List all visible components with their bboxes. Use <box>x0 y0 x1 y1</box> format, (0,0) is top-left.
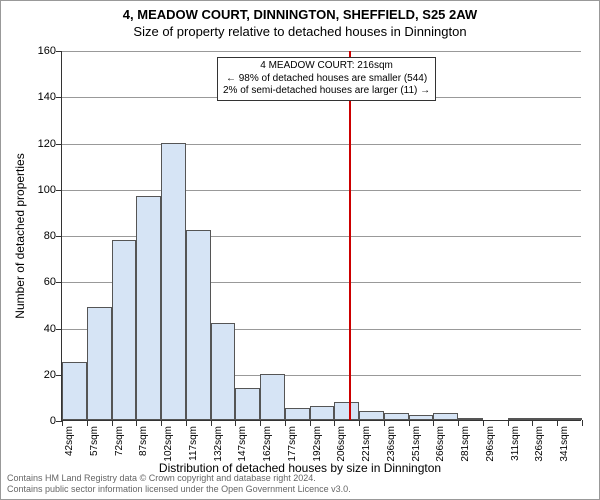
gridline <box>62 51 581 52</box>
x-tick <box>508 420 509 426</box>
histogram-bar <box>334 402 359 421</box>
x-tick <box>582 420 583 426</box>
y-tick <box>56 282 62 283</box>
chart-title-desc: Size of property relative to detached ho… <box>1 24 599 39</box>
gridline <box>62 144 581 145</box>
x-tick-label: 102sqm <box>163 426 174 462</box>
x-tick-label: 206sqm <box>336 426 347 462</box>
footer-line2: Contains public sector information licen… <box>7 484 351 495</box>
x-tick-label: 87sqm <box>138 426 149 456</box>
x-tick-label: 221sqm <box>361 426 372 462</box>
y-axis-title: Number of detached properties <box>13 153 27 318</box>
histogram-bar <box>458 418 483 420</box>
chart-title-address: 4, MEADOW COURT, DINNINGTON, SHEFFIELD, … <box>1 7 599 22</box>
annotation-line2: ← 98% of detached houses are smaller (54… <box>223 73 430 86</box>
histogram-bar <box>285 408 310 420</box>
y-tick <box>56 51 62 52</box>
y-tick-label: 40 <box>26 323 56 335</box>
histogram-bar <box>532 418 557 420</box>
x-tick <box>310 420 311 426</box>
y-tick <box>56 190 62 191</box>
histogram-bar <box>359 411 384 420</box>
annotation-line3: 2% of semi-detached houses are larger (1… <box>223 85 430 98</box>
histogram-bar <box>235 388 260 420</box>
histogram-bar <box>136 196 161 420</box>
y-tick <box>56 97 62 98</box>
x-tick <box>458 420 459 426</box>
reference-line <box>349 51 351 420</box>
histogram-bar <box>310 406 335 420</box>
x-tick-label: 266sqm <box>435 426 446 462</box>
x-tick <box>211 420 212 426</box>
x-tick-label: 42sqm <box>64 426 75 456</box>
histogram-bar <box>62 362 87 420</box>
x-tick <box>409 420 410 426</box>
histogram-bar <box>433 413 458 420</box>
x-tick <box>260 420 261 426</box>
y-tick-label: 100 <box>26 184 56 196</box>
x-tick-label: 117sqm <box>188 426 199 461</box>
x-tick <box>186 420 187 426</box>
footer-line1: Contains HM Land Registry data © Crown c… <box>7 473 351 484</box>
y-tick-label: 120 <box>26 138 56 150</box>
x-tick <box>161 420 162 426</box>
chart-area: 4 MEADOW COURT: 216sqm ← 98% of detached… <box>61 51 581 421</box>
x-tick-label: 251sqm <box>411 426 422 462</box>
y-tick-label: 60 <box>26 276 56 288</box>
y-tick-label: 20 <box>26 369 56 381</box>
y-tick <box>56 144 62 145</box>
x-tick-label: 162sqm <box>262 426 273 462</box>
plot-region: 4 MEADOW COURT: 216sqm ← 98% of detached… <box>61 51 581 421</box>
x-tick <box>87 420 88 426</box>
x-tick-label: 132sqm <box>213 426 224 462</box>
x-tick <box>62 420 63 426</box>
x-tick-label: 177sqm <box>287 426 298 462</box>
x-tick-label: 147sqm <box>237 426 248 462</box>
x-tick-label: 296sqm <box>485 426 496 462</box>
chart-container: 4, MEADOW COURT, DINNINGTON, SHEFFIELD, … <box>0 0 600 500</box>
y-tick-label: 160 <box>26 45 56 57</box>
histogram-bar <box>112 240 137 420</box>
y-tick-label: 80 <box>26 230 56 242</box>
x-tick <box>112 420 113 426</box>
y-tick <box>56 375 62 376</box>
x-tick-label: 72sqm <box>114 426 125 456</box>
histogram-bar <box>409 415 434 420</box>
x-tick <box>285 420 286 426</box>
gridline <box>62 190 581 191</box>
histogram-bar <box>87 307 112 420</box>
x-tick-label: 281sqm <box>460 426 471 462</box>
y-tick-label: 140 <box>26 91 56 103</box>
histogram-bar <box>211 323 236 420</box>
histogram-bar <box>384 413 409 420</box>
y-tick-label: 0 <box>26 415 56 427</box>
x-tick-label: 326sqm <box>534 426 545 462</box>
histogram-bar <box>508 418 533 420</box>
histogram-bar <box>161 143 186 421</box>
x-tick-label: 341sqm <box>559 426 570 462</box>
annotation-box: 4 MEADOW COURT: 216sqm ← 98% of detached… <box>217 57 436 101</box>
x-tick <box>483 420 484 426</box>
x-tick-label: 311sqm <box>510 426 521 461</box>
x-tick-label: 236sqm <box>386 426 397 462</box>
x-tick-label: 192sqm <box>312 426 323 462</box>
footer-attribution: Contains HM Land Registry data © Crown c… <box>7 473 351 495</box>
histogram-bar <box>557 418 582 420</box>
histogram-bar <box>186 230 211 420</box>
x-tick-label: 57sqm <box>89 426 100 456</box>
y-tick <box>56 236 62 237</box>
histogram-bar <box>260 374 285 420</box>
x-tick <box>384 420 385 426</box>
y-tick <box>56 329 62 330</box>
annotation-line1: 4 MEADOW COURT: 216sqm <box>223 60 430 73</box>
x-tick <box>359 420 360 426</box>
